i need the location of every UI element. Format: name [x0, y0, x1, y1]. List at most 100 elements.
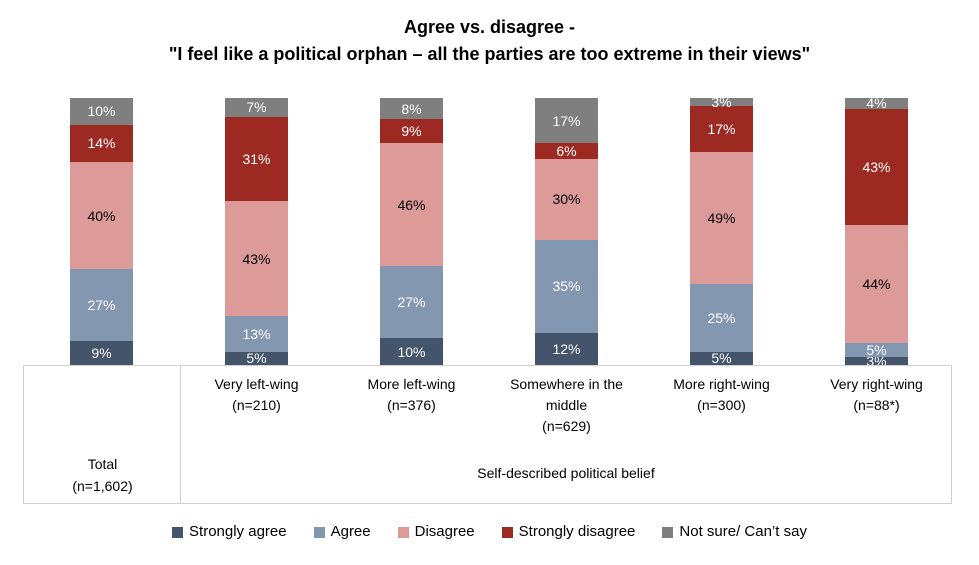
- bar-segment: 9%: [70, 340, 133, 365]
- category-label-text: More left-wing: [367, 376, 456, 392]
- axis-table: Total (n=1,602) Self-described political…: [23, 365, 952, 504]
- bar-segment: 9%: [380, 119, 443, 144]
- segment-value-label: 27%: [397, 294, 426, 311]
- bar-category-5: 3% 5% 44% 43% 4%: [845, 95, 908, 369]
- segment-value-label: 14%: [87, 135, 116, 152]
- category-label: Somewhere in the middle (n=629): [492, 374, 642, 437]
- segment-value-label: 5%: [866, 342, 887, 359]
- segment-value-label: 12%: [552, 340, 581, 357]
- bar-segment: 10%: [380, 338, 443, 365]
- category-label-text: Very right-wing: [830, 376, 923, 392]
- bar-segment: 7%: [225, 98, 288, 117]
- total-label-n: (n=1,602): [72, 478, 133, 494]
- bar-category-2: 10% 27% 46% 9% 8%: [380, 98, 443, 365]
- bar-segment: 4%: [845, 95, 908, 112]
- bar-segment: 31%: [225, 116, 288, 201]
- legend-item: Strongly disagree: [501, 523, 636, 541]
- segment-value-label: 9%: [91, 344, 112, 361]
- category-label-n: (n=88*): [853, 397, 900, 413]
- bar-category-1: 5% 13% 43% 31% 7%: [225, 98, 288, 365]
- category-label-text: Very left-wing: [214, 376, 299, 392]
- segment-value-label: 3%: [866, 352, 887, 369]
- category-label: More left-wing (n=376): [337, 374, 487, 416]
- segment-value-label: 7%: [246, 99, 267, 116]
- legend-swatch: [313, 526, 325, 538]
- segment-value-label: 9%: [401, 123, 422, 140]
- chart-title-line2: "I feel like a political orphan – all th…: [168, 44, 811, 64]
- bar-segment: 27%: [70, 268, 133, 341]
- legend-swatch: [397, 526, 409, 538]
- segment-value-label: 8%: [401, 100, 422, 117]
- segment-value-label: 4%: [866, 95, 887, 112]
- segment-value-label: 35%: [552, 278, 581, 295]
- segment-value-label: 31%: [242, 150, 271, 167]
- bar-segment: 17%: [690, 106, 753, 152]
- legend-swatch: [662, 526, 674, 538]
- bar-segment: 25%: [690, 284, 753, 352]
- bar-segment: 3%: [690, 94, 753, 111]
- bar-segment: 49%: [690, 151, 753, 285]
- bar-total: 9% 27% 40% 14% 10%: [70, 98, 133, 365]
- segment-value-label: 40%: [87, 207, 116, 224]
- bar-segment: 13%: [225, 316, 288, 352]
- legend: Strongly agree Agree Disagree Strongly disa…: [0, 523, 979, 541]
- segment-value-label: 6%: [556, 143, 577, 160]
- legend-label: Agree: [330, 523, 371, 540]
- segment-value-label: 13%: [242, 326, 271, 342]
- bar-category-3: 12% 35% 30% 6% 17%: [535, 98, 598, 365]
- segment-value-label: 10%: [87, 103, 116, 120]
- chart-title-line1: Agree vs. disagree -: [403, 17, 576, 37]
- segment-value-label: 44%: [862, 276, 891, 293]
- bar-segment: 8%: [380, 98, 443, 120]
- total-label-text: Total: [87, 456, 118, 472]
- segment-value-label: 46%: [397, 196, 426, 213]
- bar-segment: 6%: [535, 143, 598, 160]
- bar-segment: 44%: [845, 224, 908, 344]
- axis-group-label: Self-described political belief: [477, 465, 655, 481]
- legend-swatch: [172, 526, 184, 538]
- bar-segment: 35%: [535, 239, 598, 333]
- bar-segment: 5%: [690, 350, 753, 367]
- legend-label: Not sure/ Can’t say: [679, 523, 807, 540]
- segment-value-label: 43%: [242, 250, 271, 267]
- segment-value-label: 17%: [707, 121, 736, 138]
- bar-segment: 43%: [845, 108, 908, 225]
- segment-value-label: 3%: [711, 94, 732, 111]
- legend-item: Not sure/ Can’t say: [662, 523, 807, 541]
- bar-segment: 46%: [380, 143, 443, 267]
- category-label-n: (n=300): [697, 397, 746, 413]
- legend-swatch: [501, 526, 513, 538]
- bar-segment: 12%: [535, 332, 598, 365]
- segment-value-label: 27%: [87, 296, 116, 313]
- segment-value-label: 5%: [246, 350, 267, 367]
- chart-title: Agree vs. disagree - "I feel like a poli…: [0, 14, 979, 68]
- legend-item: Disagree: [397, 523, 475, 541]
- bar-segment: 3%: [845, 352, 908, 369]
- segment-value-label: 10%: [397, 343, 426, 360]
- legend-item: Agree: [313, 523, 371, 541]
- segment-value-label: 43%: [862, 158, 891, 175]
- bar-segment: 5%: [845, 342, 908, 359]
- bar-segment: 30%: [535, 159, 598, 240]
- category-label: More right-wing (n=300): [647, 374, 797, 416]
- segment-value-label: 17%: [552, 112, 581, 129]
- bar-segment: 14%: [70, 124, 133, 163]
- segment-value-label: 25%: [707, 309, 736, 326]
- segment-value-label: 49%: [707, 210, 736, 227]
- legend-item: Strongly agree: [172, 523, 287, 541]
- table-divider: [180, 366, 181, 503]
- category-label-n: (n=629): [542, 418, 591, 434]
- category-label: Very left-wing (n=210): [182, 374, 332, 416]
- segment-value-label: 5%: [711, 350, 732, 367]
- legend-label: Strongly disagree: [518, 523, 636, 540]
- bar-segment: 43%: [225, 200, 288, 317]
- category-label: Very right-wing (n=88*): [802, 374, 952, 416]
- bar-segment: 27%: [380, 266, 443, 339]
- bar-segment: 40%: [70, 162, 133, 269]
- category-label-text: Somewhere in the middle: [510, 376, 623, 413]
- category-label-text: More right-wing: [673, 376, 770, 392]
- legend-label: Disagree: [414, 523, 475, 540]
- bar-segment: 17%: [535, 98, 598, 144]
